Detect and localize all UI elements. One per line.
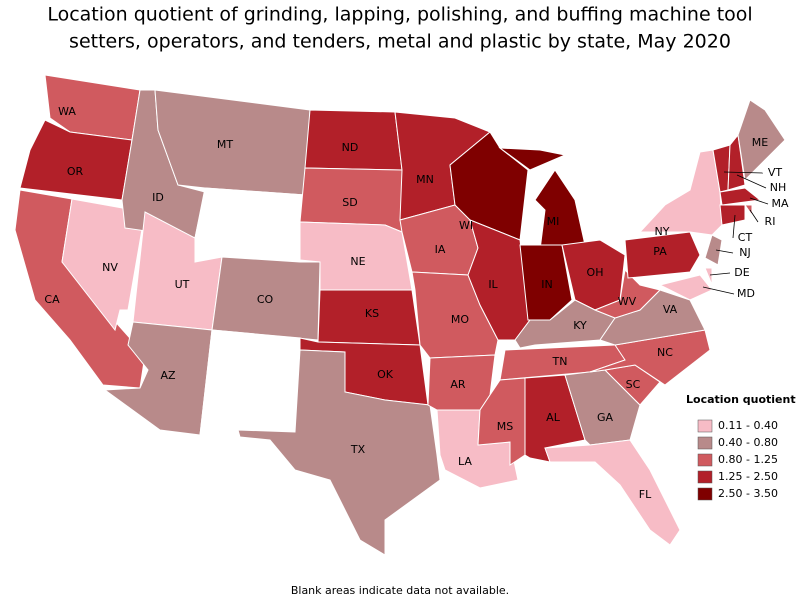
state xyxy=(477,377,526,466)
state-label: MN xyxy=(416,173,434,186)
title-line: setters, operators, and tenders, metal a… xyxy=(69,31,731,53)
leader-line xyxy=(749,197,769,205)
state xyxy=(199,329,301,438)
state-label: NE xyxy=(350,255,365,268)
state-label: MD xyxy=(737,287,755,300)
state-label: MT xyxy=(217,138,233,151)
state-label: KS xyxy=(365,307,379,320)
state-label: SC xyxy=(626,378,641,391)
state-label: FL xyxy=(639,488,652,501)
state xyxy=(624,231,701,279)
state-label: VT xyxy=(768,166,783,179)
state-label: CO xyxy=(257,293,274,306)
state xyxy=(734,536,769,554)
state-label: TX xyxy=(350,443,366,456)
legend-label: 0.11 - 0.40 xyxy=(718,419,778,432)
state xyxy=(704,234,723,266)
state-label: CA xyxy=(44,293,60,306)
state-label: OH xyxy=(587,266,604,279)
state-label: LA xyxy=(458,455,472,468)
state-label: AL xyxy=(546,411,561,424)
state-label: GA xyxy=(597,411,614,424)
legend-swatch xyxy=(697,470,713,484)
state-label: RI xyxy=(765,215,776,228)
state-label: ME xyxy=(752,136,768,149)
leader-line xyxy=(715,249,734,254)
state-label: SD xyxy=(342,196,357,209)
state xyxy=(449,131,529,241)
state-label: MS xyxy=(497,420,513,433)
leader-line xyxy=(732,214,736,239)
state xyxy=(519,244,573,321)
state-label: ND xyxy=(342,141,359,154)
state xyxy=(194,187,306,263)
state-label: VA xyxy=(663,303,678,316)
state xyxy=(237,349,441,556)
state-label: WI xyxy=(459,219,473,232)
state-label: CT xyxy=(738,231,753,244)
state xyxy=(744,204,753,217)
state xyxy=(304,109,403,171)
state xyxy=(7,424,151,581)
state-label: MO xyxy=(451,313,469,326)
state xyxy=(638,149,723,236)
state-label: PA xyxy=(653,245,667,258)
state-label: IL xyxy=(488,278,498,291)
state-label: NH xyxy=(770,181,787,194)
footnote: Blank areas indicate data not available. xyxy=(291,584,509,597)
leader-line xyxy=(702,286,735,295)
state-label: UT xyxy=(175,278,190,291)
state-label: IN xyxy=(541,278,552,291)
state-label: KY xyxy=(573,319,587,332)
state-label: NC xyxy=(657,346,673,359)
state-label: AR xyxy=(450,378,466,391)
legend-swatch xyxy=(697,419,713,433)
state-label: NV xyxy=(102,261,118,274)
leader-line xyxy=(723,171,764,174)
state-label: NJ xyxy=(739,246,750,259)
state-label: OK xyxy=(377,368,394,381)
state-label: WV xyxy=(618,295,637,308)
state-label: MI xyxy=(547,215,560,228)
legend-label: 0.80 - 1.25 xyxy=(718,453,778,466)
state xyxy=(658,274,713,301)
state-label: WA xyxy=(58,105,76,118)
legend-title: Location quotient xyxy=(686,393,796,406)
legend-swatch xyxy=(697,453,713,467)
leader-line xyxy=(736,174,767,189)
state xyxy=(593,268,661,319)
leader-line xyxy=(749,209,759,223)
state-label: IA xyxy=(435,243,446,256)
state-label: MA xyxy=(771,197,788,210)
legend-swatch xyxy=(697,436,713,450)
title-line: Location quotient of grinding, lapping, … xyxy=(47,4,752,26)
state xyxy=(544,439,681,546)
legend-label: 2.50 - 3.50 xyxy=(718,487,778,500)
state-label: NY xyxy=(655,225,670,238)
state-label: ID xyxy=(152,191,164,204)
state xyxy=(211,256,321,341)
legend-label: 0.40 - 0.80 xyxy=(718,436,778,449)
state-label: TN xyxy=(552,355,568,368)
state-label: OR xyxy=(67,165,84,178)
state xyxy=(719,187,762,206)
state xyxy=(168,489,247,551)
legend-label: 1.25 - 2.50 xyxy=(718,470,778,483)
state xyxy=(589,329,711,386)
state-label: DE xyxy=(734,266,749,279)
leader-line xyxy=(709,272,731,276)
state-label: AZ xyxy=(160,369,176,382)
state xyxy=(704,267,713,286)
legend-swatch xyxy=(697,487,713,501)
state xyxy=(719,204,746,226)
